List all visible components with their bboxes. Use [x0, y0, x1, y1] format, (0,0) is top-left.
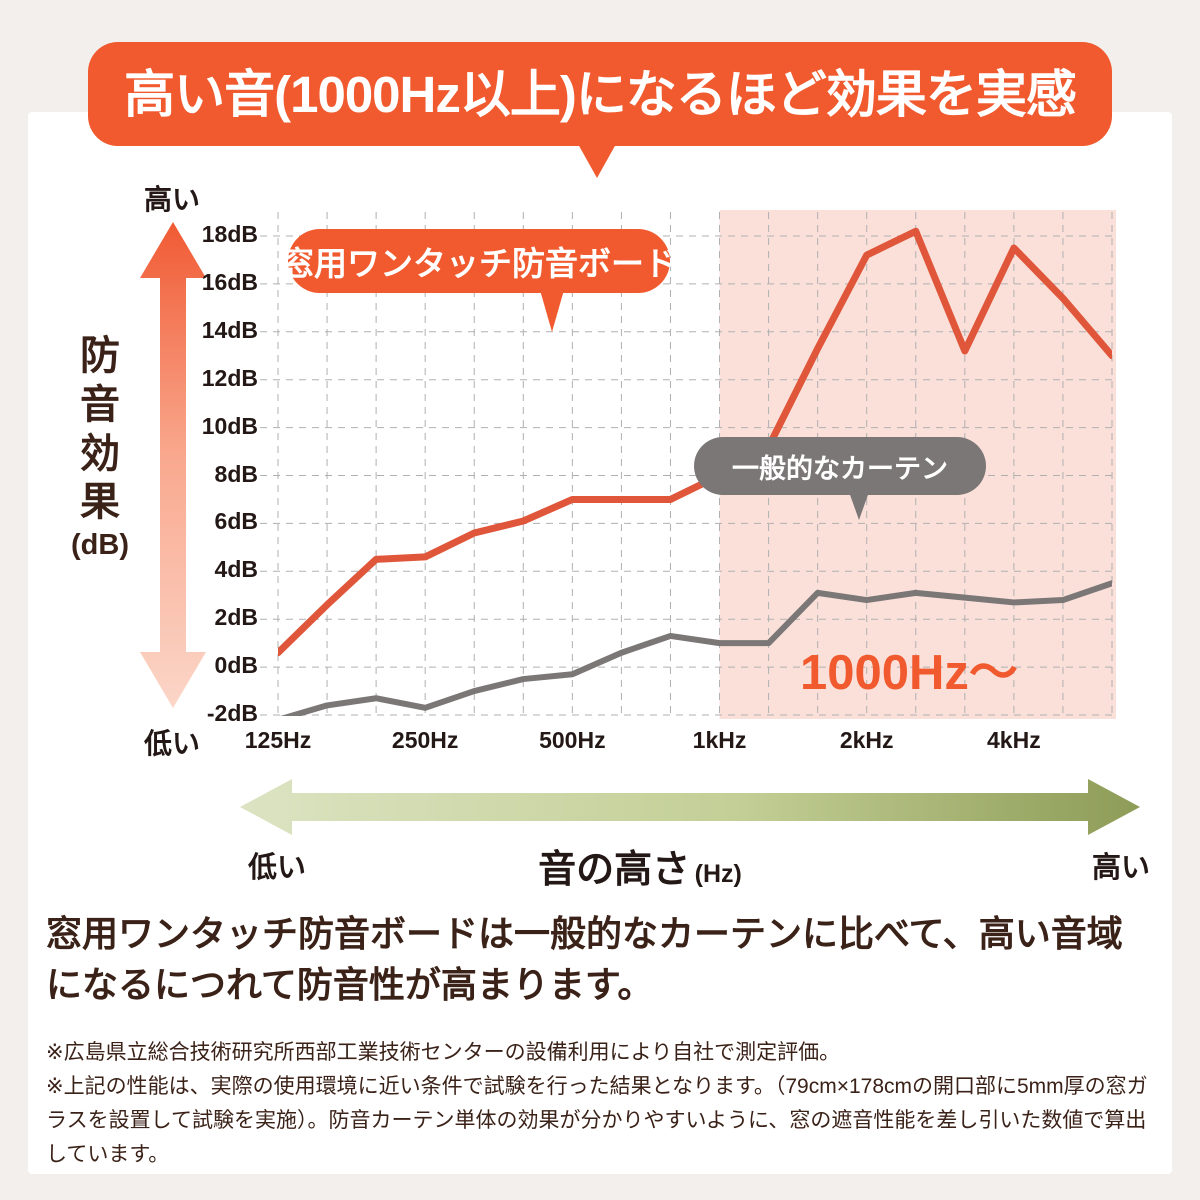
grid-vertical [277, 212, 1113, 719]
callout-board-tail-icon [540, 290, 564, 332]
header-banner-text: 高い音(1000Hz以上)になるほど効果を実感 [124, 65, 1077, 123]
y-tick-label: 8dB [214, 460, 258, 487]
callout-curtain: 一般的なカーテン [694, 437, 986, 495]
y-tick-label: 6dB [214, 508, 258, 535]
y-tick-label: 18dB [201, 221, 258, 247]
y-axis-title-char-1: 防 [80, 334, 120, 378]
x-axis-title-unit: (Hz) [694, 860, 742, 888]
callout-curtain-tail-icon [849, 492, 869, 520]
y-tick-label: 4dB [214, 556, 258, 583]
x-axis-title: 音の高さ (Hz) [430, 838, 850, 893]
series-line-curtain [280, 580, 1112, 716]
x-tick-label: 2kHz [839, 727, 894, 753]
x-axis-title-text: 音の高さ [538, 849, 691, 891]
y-tick-label: 16dB [201, 268, 258, 295]
x-tick-label: 125Hz [244, 727, 312, 753]
series-line-board [278, 227, 1112, 657]
horizontal-gradient-arrow-icon [240, 779, 1140, 835]
y-axis-title: 防 音 効 果 (dB) [60, 332, 140, 562]
y-axis-high-label: 高い [143, 184, 200, 215]
y-axis-title-char-2: 音 [80, 382, 120, 427]
y-tick-label: 12dB [201, 364, 258, 391]
header-banner-tail-icon [578, 144, 616, 178]
y-tick-label: 10dB [201, 412, 258, 439]
y-axis-title-char-4: 果 [80, 480, 120, 525]
footnote-1: ※広島県立総合技術研究所西部工業技術センターの設備利用により自社で測定評価。 [46, 1041, 841, 1064]
x-tick-label: 1kHz [692, 727, 747, 753]
y-tick-label: -2dB [206, 700, 258, 726]
x-axis-low-label: 低い [248, 852, 307, 884]
x-tick-label: 4kHz [987, 727, 1041, 753]
footnote-2: ※上記の性能は、実際の使用環境に近い条件で試験を行った結果となります。（79cm… [46, 1075, 1148, 1167]
y-tick-label: 0dB [214, 652, 258, 679]
callout-curtain-text: 一般的なカーテン [732, 453, 948, 484]
y-tick-label: 14dB [201, 316, 258, 343]
y-tick-label: 2dB [214, 604, 258, 631]
callout-board-text: 窓用ワンタッチ防音ボード [281, 245, 677, 282]
soundproof-line-chart [260, 210, 1116, 719]
header-banner: 高い音(1000Hz以上)になるほど効果を実感 [88, 42, 1112, 146]
footnotes: ※広島県立総合技術研究所西部工業技術センターの設備利用により自社で測定評価。 ※… [46, 1036, 1162, 1172]
y-axis-title-char-3: 効 [80, 431, 120, 476]
x-tick-label: 500Hz [539, 727, 606, 753]
highlight-annotation: 1000Hz〜 [800, 646, 1018, 700]
vertical-gradient-arrow-icon [140, 222, 206, 708]
summary-text: 窓用ワンタッチ防音ボードは一般的なカーテンに比べて、高い音域になるにつれて防音性… [46, 913, 1123, 1006]
x-tick-label: 250Hz [391, 727, 459, 753]
y-axis-title-unit: (dB) [71, 529, 129, 562]
callout-board: 窓用ワンタッチ防音ボード [281, 229, 677, 293]
x-axis-high-label: 高い [1091, 852, 1150, 884]
y-axis-low-label: 低い [143, 728, 200, 759]
